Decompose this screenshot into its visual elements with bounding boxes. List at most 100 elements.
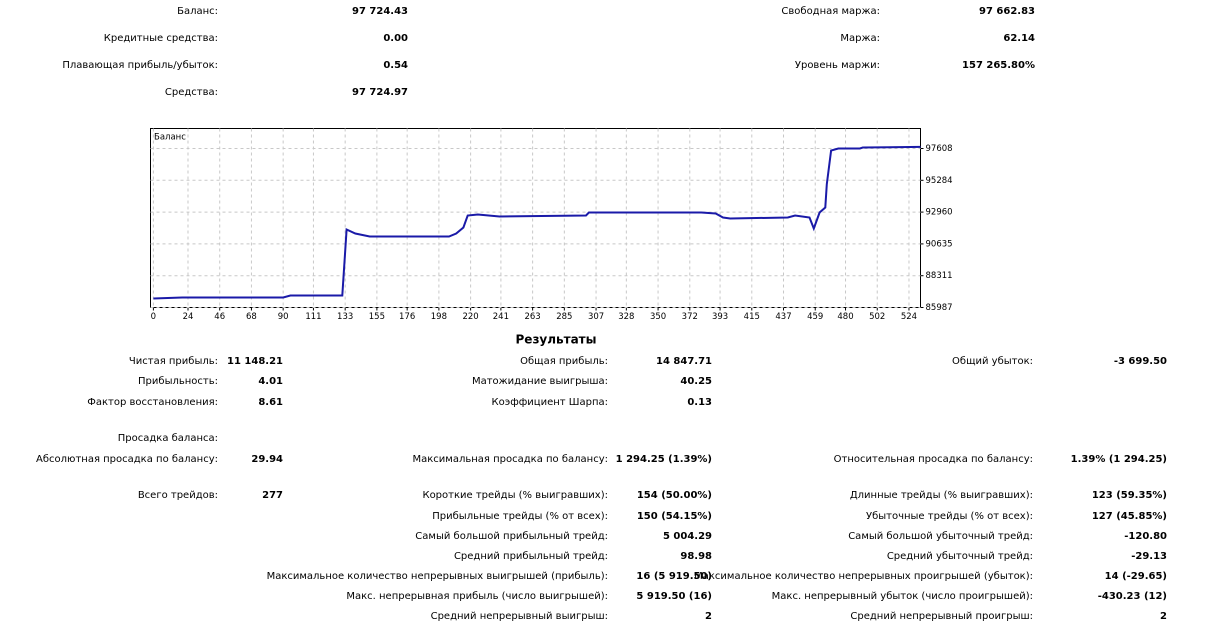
x-tick-label: 480 [837,312,853,322]
result-label: Общая прибыль: [520,356,608,367]
result-value: -430.23 (12) [1098,591,1167,602]
chart-frame [150,128,921,308]
result-label: Максимальное количество непрерывных выиг… [267,571,608,582]
x-tick-label: 68 [246,312,257,322]
summary-label: Средства: [165,87,218,98]
x-tick-label: 133 [337,312,353,322]
y-tick-label: 85987 [926,303,953,313]
result-label: Фактор восстановления: [87,397,218,408]
result-value: 8.61 [258,397,283,408]
result-value: 98.98 [680,551,712,562]
result-label: Короткие трейды (% выигравших): [422,490,608,501]
y-tick-label: 92960 [926,208,953,218]
summary-value: 97 662.83 [979,6,1035,17]
result-label: Длинные трейды (% выигравших): [850,490,1033,501]
x-tick-label: 437 [775,312,791,322]
result-value: 2 [1160,611,1167,622]
x-tick-label: 176 [399,312,415,322]
result-value: 1 294.25 (1.39%) [616,454,712,465]
y-tick-label: 95284 [926,176,953,186]
x-tick-label: 307 [588,312,604,322]
result-value: 2 [705,611,712,622]
x-tick-label: 198 [431,312,447,322]
x-tick-label: 155 [369,312,385,322]
x-tick-label: 263 [524,312,540,322]
result-value: 150 (54.15%) [637,511,712,522]
result-label: Матожидание выигрыша: [472,376,608,387]
result-label: Средний убыточный трейд: [887,551,1033,562]
result-label: Самый большой убыточный трейд: [848,531,1033,542]
result-label: Просадка баланса: [118,433,218,444]
summary-value: 62.14 [1003,33,1035,44]
x-tick-label: 111 [305,312,321,322]
x-tick-label: 459 [807,312,823,322]
result-value: 40.25 [680,376,712,387]
result-value: 154 (50.00%) [637,490,712,501]
result-value: -3 699.50 [1114,356,1167,367]
result-label: Чистая прибыль: [129,356,218,367]
result-label: Средний непрерывный проигрыш: [850,611,1033,622]
result-label: Средний непрерывный выигрыш: [431,611,608,622]
x-tick-label: 285 [556,312,572,322]
x-tick-label: 24 [183,312,194,322]
result-label: Общий убыток: [952,356,1033,367]
x-tick-label: 350 [650,312,666,322]
result-label: Средний прибыльный трейд: [454,551,608,562]
result-label: Максимальная просадка по балансу: [413,454,608,465]
x-tick-label: 0 [151,312,156,322]
result-label: Относительная просадка по балансу: [834,454,1033,465]
result-value: 16 (5 919.50) [636,571,712,582]
result-value: 127 (45.85%) [1092,511,1167,522]
x-tick-label: 241 [493,312,509,322]
summary-value: 0.00 [383,33,408,44]
result-value: 1.39% (1 294.25) [1071,454,1167,465]
result-value: 0.13 [687,397,712,408]
result-label: Макс. непрерывный убыток (число проигрыш… [772,591,1033,602]
result-value: 4.01 [258,376,283,387]
result-label: Макс. непрерывная прибыль (число выигрыш… [346,591,608,602]
result-value: 14 (-29.65) [1105,571,1167,582]
result-value: 29.94 [251,454,283,465]
result-label: Убыточные трейды (% от всех): [866,511,1033,522]
x-tick-label: 220 [462,312,478,322]
x-tick-label: 46 [214,312,225,322]
result-value: -29.13 [1131,551,1167,562]
result-value: 11 148.21 [227,356,283,367]
summary-value: 97 724.43 [352,6,408,17]
summary-label: Свободная маржа: [781,6,880,17]
x-tick-label: 415 [744,312,760,322]
result-label: Абсолютная просадка по балансу: [36,454,218,465]
x-tick-label: 372 [682,312,698,322]
result-value: 14 847.71 [656,356,712,367]
x-tick-label: 502 [869,312,885,322]
y-tick-label: 90635 [926,239,953,249]
summary-label: Баланс: [177,6,218,17]
summary-value: 97 724.97 [352,87,408,98]
x-tick-label: 524 [901,312,917,322]
summary-label: Кредитные средства: [104,33,218,44]
chart-title: Баланс [154,133,186,143]
result-value: -120.80 [1124,531,1167,542]
result-value: 123 (59.35%) [1092,490,1167,501]
y-tick-label: 88311 [926,271,953,281]
x-tick-label: 393 [712,312,728,322]
summary-value: 0.54 [383,60,408,71]
summary-label: Маржа: [840,33,880,44]
summary-value: 157 265.80% [962,60,1035,71]
result-label: Максимальное количество непрерывных прои… [694,571,1033,582]
result-label: Прибыльные трейды (% от всех): [432,511,608,522]
summary-label: Плавающая прибыль/убыток: [62,60,218,71]
results-title: Результаты [516,333,597,347]
result-label: Самый большой прибыльный трейд: [415,531,608,542]
result-value: 277 [262,490,283,501]
result-value: 5 919.50 (16) [636,591,712,602]
y-tick-label: 97608 [926,144,953,154]
balance-line [153,145,921,300]
x-tick-label: 90 [278,312,289,322]
result-label: Всего трейдов: [138,490,218,501]
x-tick-label: 328 [618,312,634,322]
result-label: Коэффициент Шарпа: [491,397,608,408]
result-value: 5 004.29 [663,531,712,542]
summary-label: Уровень маржи: [795,60,880,71]
